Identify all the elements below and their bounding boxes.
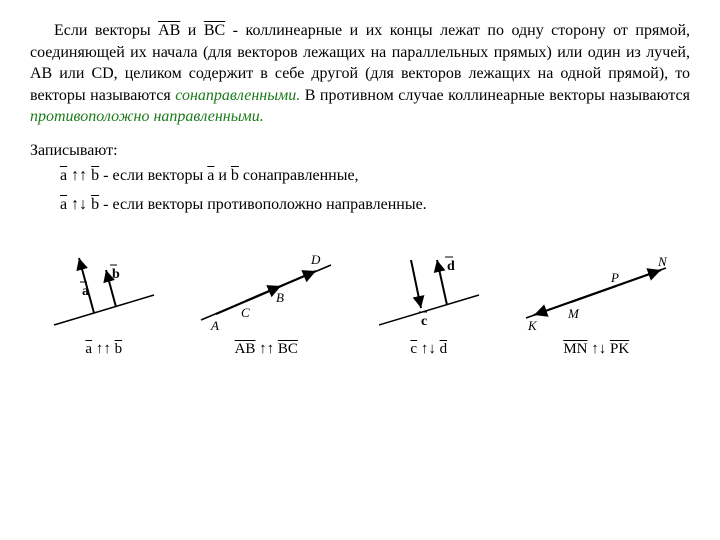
pt-b: B (276, 290, 284, 305)
vec-b: b (91, 167, 99, 184)
arrow-symbol: ↑↑ (67, 167, 91, 184)
cap-arrow: ↑↑ (92, 341, 115, 357)
notation-line-2: a ↑↓ b - если векторы противоположно нап… (60, 191, 690, 220)
label-d: d (447, 259, 455, 274)
text: сонаправленные, (239, 167, 359, 184)
vec-b: b (91, 196, 99, 213)
diagram-4-svg: K M P N (516, 240, 676, 335)
vec-b: b (231, 167, 239, 184)
cap-arrow: ↑↓ (587, 341, 610, 357)
cap-arrow: ↑↑ (255, 341, 278, 357)
diagram-3: c d c ↑↓ d (369, 240, 489, 358)
label-b: b (112, 267, 120, 282)
notation-block: a ↑↑ b - если векторы a и b сонаправленн… (60, 162, 690, 220)
pt-a: A (210, 318, 219, 333)
cap-b: BC (278, 341, 298, 357)
text: и (180, 22, 204, 39)
label-a: a (82, 284, 89, 299)
diagram-1: a b a ↑↑ b (44, 240, 164, 358)
cap-b: d (440, 341, 448, 357)
term-codirectional: сонаправленными. (175, 87, 300, 104)
pt-d: D (310, 252, 321, 267)
diagram-3-caption: c ↑↓ d (369, 341, 489, 358)
diagram-4: K M P N MN ↑↓ PK (516, 240, 676, 358)
diagram-1-svg: a b (44, 240, 164, 335)
pt-n: N (657, 254, 668, 269)
label-c: c (421, 314, 427, 329)
diagram-1-caption: a ↑↑ b (44, 341, 164, 358)
cap-b: b (115, 341, 123, 357)
paragraph-main: Если векторы AB и BC - коллинеарные и их… (30, 20, 690, 128)
diagrams-row: a b a ↑↑ b A C B D AB ↑↑ BC (30, 240, 690, 358)
diagram-2: A C B D AB ↑↑ BC (191, 240, 341, 358)
pt-m: M (567, 306, 580, 321)
cap-arrow: ↑↓ (417, 341, 440, 357)
notation-title: Записывают: (30, 142, 690, 160)
diagram-2-svg: A C B D (191, 240, 341, 335)
vector-ab: AB (158, 22, 180, 39)
text: Если векторы (54, 22, 158, 39)
term-opposite: противоположно направленными. (30, 108, 264, 125)
text: В противном случае коллинеарные векторы … (300, 87, 690, 104)
cap-a: AB (235, 341, 256, 357)
notation-line-1: a ↑↑ b - если векторы a и b сонаправленн… (60, 162, 690, 191)
diagram-4-caption: MN ↑↓ PK (516, 341, 676, 358)
text: - если векторы противоположно направленн… (99, 196, 427, 213)
cap-a: MN (563, 341, 587, 357)
pt-k: K (527, 318, 538, 333)
text: и (214, 167, 231, 184)
vector-bc: BC (204, 22, 225, 39)
diagram-2-caption: AB ↑↑ BC (191, 341, 341, 358)
diagram-3-svg: c d (369, 240, 489, 335)
pt-p: P (610, 270, 619, 285)
arrow-symbol: ↑↓ (67, 196, 91, 213)
pt-c: C (241, 305, 250, 320)
cap-b: PK (610, 341, 629, 357)
text: - если векторы (99, 167, 207, 184)
